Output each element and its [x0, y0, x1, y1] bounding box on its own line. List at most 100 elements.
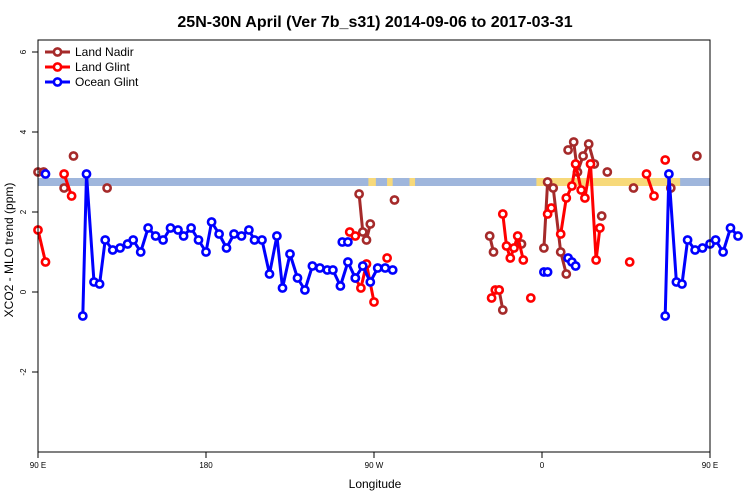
legend-item: Land Glint	[45, 60, 130, 74]
data-point	[725, 223, 736, 233]
data-point	[484, 231, 495, 241]
data-point	[568, 137, 579, 147]
data-point	[201, 247, 211, 257]
data-point	[585, 159, 596, 169]
series-line	[36, 229, 47, 263]
data-point	[277, 283, 288, 293]
y-tick-label: -2	[19, 368, 28, 376]
data-point	[542, 177, 553, 187]
data-point	[382, 253, 392, 263]
data-point	[570, 159, 581, 169]
data-point	[68, 151, 79, 161]
data-point	[335, 281, 346, 291]
data-point	[512, 231, 523, 241]
data-point	[193, 235, 204, 245]
data-point	[342, 257, 353, 267]
x-tick-label: 90 E	[702, 461, 718, 470]
data-point	[365, 219, 376, 229]
data-point	[570, 261, 581, 271]
data-point	[236, 231, 247, 241]
plot-frame	[37, 39, 711, 453]
data-point	[602, 167, 613, 177]
y-tick-label: 6	[19, 49, 28, 54]
data-point	[350, 273, 361, 283]
x-tick-label: 90 E	[30, 461, 46, 470]
data-point	[641, 169, 652, 179]
data-point	[595, 223, 605, 233]
data-point	[165, 223, 176, 233]
y-tick-label: 0	[19, 289, 28, 294]
data-point	[100, 235, 111, 245]
data-point	[355, 283, 366, 293]
data-point	[563, 145, 573, 155]
data-point	[327, 265, 338, 275]
data-point	[561, 193, 572, 203]
data-point	[555, 229, 566, 239]
data-point	[271, 231, 282, 241]
x-tick-label: 180	[199, 461, 213, 470]
data-point	[596, 211, 607, 221]
data-point	[660, 155, 671, 165]
data-point	[81, 169, 92, 179]
data-point	[292, 273, 303, 283]
data-point	[697, 243, 708, 253]
data-point	[591, 255, 601, 265]
data-point	[361, 235, 372, 245]
data-point	[307, 261, 318, 271]
x-tick-label: 0	[540, 461, 545, 470]
data-point	[548, 183, 559, 193]
x-tick-label: 90 W	[365, 461, 384, 470]
axis-layer: 90 E 180 90 W 0 90 E -2 0 2 4 6	[19, 49, 718, 470]
legend-marker	[52, 77, 63, 87]
data-point	[221, 243, 232, 253]
data-point	[66, 191, 77, 201]
data-point	[206, 217, 217, 227]
data-point	[505, 253, 516, 263]
data-point	[357, 227, 368, 237]
data-point	[94, 279, 105, 289]
data-point	[115, 243, 125, 253]
band-highlight	[536, 178, 681, 186]
data-point	[285, 249, 295, 259]
data-point	[357, 261, 368, 271]
data-point	[677, 279, 687, 289]
data-point	[354, 189, 364, 199]
y-tick-label: 4	[19, 129, 28, 134]
data-point	[40, 257, 51, 267]
data-point	[102, 183, 112, 193]
data-point	[628, 183, 639, 193]
data-point	[682, 235, 693, 245]
data-point	[486, 293, 497, 303]
data-point	[546, 203, 557, 213]
data-point	[583, 139, 594, 149]
reference-band	[38, 178, 710, 186]
data-point	[660, 311, 671, 321]
data-point	[690, 245, 700, 255]
band-highlight	[387, 178, 393, 186]
legend-label: Land Glint	[75, 60, 130, 74]
data-point	[77, 311, 88, 321]
y-tick-label: 2	[19, 209, 28, 214]
data-point	[229, 229, 239, 239]
data-point	[158, 235, 168, 245]
data-point	[342, 237, 353, 247]
data-point	[135, 247, 146, 257]
data-point	[501, 241, 512, 251]
data-point	[243, 225, 254, 235]
data-point	[580, 193, 590, 203]
data-point	[649, 191, 659, 201]
series-0	[33, 137, 702, 315]
y-axis-label: XCO2 - MLO trend (ppm)	[2, 183, 16, 318]
band-highlight	[368, 178, 376, 186]
legend-item: Ocean Glint	[45, 75, 139, 89]
chart-title: 25N-30N April (Ver 7b_s31) 2014-09-06 to…	[177, 14, 572, 31]
data-point	[624, 257, 635, 267]
legend-marker	[52, 62, 63, 72]
data-point	[576, 185, 587, 195]
data-point	[173, 225, 183, 235]
data-point	[107, 245, 118, 255]
data-point	[128, 235, 139, 245]
data-point	[518, 255, 529, 265]
data-point	[150, 231, 161, 241]
